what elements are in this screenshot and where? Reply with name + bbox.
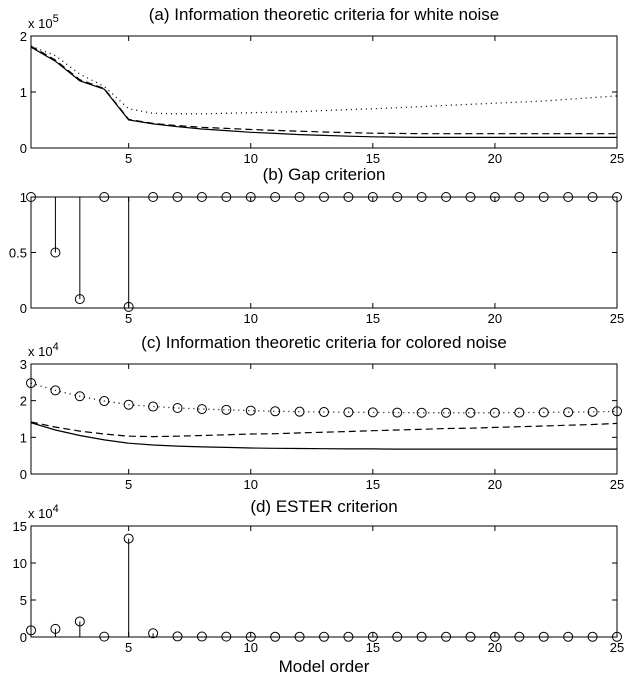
data-point bbox=[465, 407, 476, 418]
data-point bbox=[270, 406, 281, 417]
stem-marker bbox=[50, 623, 61, 634]
plot-area bbox=[31, 45, 617, 138]
x-tick-label: 10 bbox=[244, 477, 258, 492]
x-tick-label: 15 bbox=[366, 640, 380, 655]
axis-scale-base: x 10 bbox=[28, 344, 53, 359]
axes-box bbox=[30, 363, 618, 475]
x-axis-label: Model order bbox=[279, 657, 370, 676]
data-point bbox=[563, 407, 574, 418]
y-tick-label: 0 bbox=[20, 630, 27, 645]
x-tick-label: 15 bbox=[366, 151, 380, 166]
y-tick-label: 0 bbox=[20, 141, 27, 156]
x-tick-label: 10 bbox=[244, 311, 258, 326]
series-line-solid bbox=[31, 46, 617, 138]
plot-area bbox=[31, 538, 617, 637]
x-tick-label: 25 bbox=[610, 151, 624, 166]
series-line-dotted-circle bbox=[31, 382, 617, 414]
plot-area bbox=[54, 197, 130, 307]
panel-b: (b) Gap criterion 5 10 15 20 25 0 0.5 1 bbox=[9, 165, 624, 326]
data-point bbox=[392, 407, 403, 418]
y-tick-label: 10 bbox=[13, 556, 27, 571]
stem-marker bbox=[50, 247, 61, 258]
series-line-dashed bbox=[31, 421, 617, 438]
data-point bbox=[514, 407, 525, 418]
data-point bbox=[416, 407, 427, 418]
plot-area bbox=[31, 382, 617, 450]
data-point bbox=[294, 406, 305, 417]
x-tick-label: 20 bbox=[488, 640, 502, 655]
axes-box bbox=[30, 196, 618, 309]
y-tick-label: 3 bbox=[20, 357, 27, 372]
axis-scale-exponent: 4 bbox=[53, 341, 59, 353]
data-point bbox=[367, 407, 378, 418]
x-tick-label: 25 bbox=[610, 477, 624, 492]
axis-scale-label: x 105 bbox=[28, 13, 59, 31]
data-point bbox=[74, 391, 85, 402]
data-point bbox=[587, 406, 598, 417]
chart-title: (a) Information theoretic criteria for w… bbox=[149, 5, 500, 24]
x-tick-label: 15 bbox=[366, 311, 380, 326]
x-tick-label: 25 bbox=[610, 640, 624, 655]
axes-box bbox=[30, 525, 618, 638]
panel-d: (d) ESTER criterion x 104 5 10 15 20 25 0 5 10 15 M… bbox=[13, 497, 624, 676]
axis-scale-exponent: 4 bbox=[53, 503, 59, 515]
x-tick-label: 20 bbox=[488, 151, 502, 166]
data-point bbox=[343, 407, 354, 418]
y-tick-label: 2 bbox=[20, 29, 27, 44]
axis-scale-base: x 10 bbox=[28, 16, 53, 31]
series-line-dotted bbox=[31, 45, 617, 115]
stem-marker bbox=[148, 628, 159, 639]
data-point bbox=[319, 407, 329, 418]
data-point bbox=[196, 404, 207, 415]
panel-c: (c) Information theoretic criteria for c… bbox=[20, 333, 624, 492]
y-tick-label: 0 bbox=[20, 301, 27, 316]
data-point bbox=[221, 404, 232, 415]
stem-marker bbox=[74, 294, 85, 305]
x-tick-label: 10 bbox=[244, 151, 258, 166]
axis-scale-exponent: 5 bbox=[53, 13, 59, 25]
stem-marker bbox=[123, 533, 134, 544]
y-tick-label: 5 bbox=[20, 593, 27, 608]
chart-title: (c) Information theoretic criteria for c… bbox=[141, 333, 507, 352]
y-tick-label: 15 bbox=[13, 519, 27, 534]
x-tick-label: 5 bbox=[125, 151, 132, 166]
y-tick-label: 2 bbox=[20, 394, 27, 409]
axis-scale-base: x 10 bbox=[28, 506, 53, 521]
x-tick-label: 5 bbox=[125, 477, 132, 492]
series-line-dashed bbox=[31, 45, 617, 135]
x-tick-label: 15 bbox=[366, 477, 380, 492]
series-line-solid bbox=[31, 422, 617, 450]
x-tick-label: 20 bbox=[488, 477, 502, 492]
y-tick-label: 1 bbox=[20, 85, 27, 100]
axes-box bbox=[30, 35, 618, 149]
x-tick-label: 5 bbox=[125, 640, 132, 655]
data-point bbox=[489, 407, 500, 418]
data-point bbox=[441, 407, 452, 418]
data-point bbox=[538, 407, 549, 418]
chart-title: (b) Gap criterion bbox=[263, 165, 386, 184]
stem-marker bbox=[74, 616, 85, 627]
x-tick-label: 20 bbox=[488, 311, 502, 326]
stem-marker bbox=[123, 301, 134, 312]
stem-marker bbox=[172, 631, 183, 642]
data-point bbox=[172, 403, 183, 413]
y-tick-label: 1 bbox=[20, 430, 27, 445]
data-point bbox=[50, 385, 61, 396]
data-point bbox=[148, 401, 159, 412]
y-tick-label: 0.5 bbox=[9, 246, 27, 261]
axis-scale-label: x 104 bbox=[28, 503, 59, 521]
y-tick-label: 1 bbox=[20, 190, 27, 205]
x-tick-label: 10 bbox=[244, 640, 258, 655]
x-tick-label: 25 bbox=[610, 311, 624, 326]
x-tick-label: 5 bbox=[125, 311, 132, 326]
axis-scale-label: x 104 bbox=[28, 341, 59, 359]
y-tick-label: 0 bbox=[20, 467, 27, 482]
data-point bbox=[123, 399, 134, 410]
data-point bbox=[99, 396, 110, 407]
data-point bbox=[245, 405, 256, 416]
panel-a: (a) Information theoretic criteria for w… bbox=[20, 5, 624, 166]
chart-title: (d) ESTER criterion bbox=[250, 497, 397, 516]
